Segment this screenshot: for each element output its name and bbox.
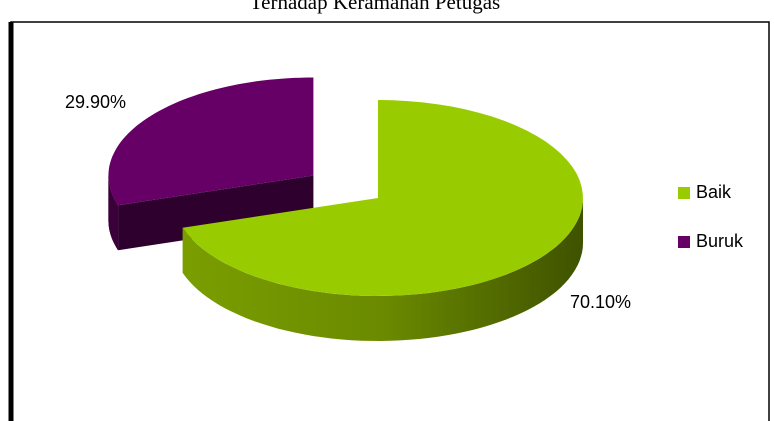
legend-swatch — [678, 187, 690, 199]
data-label: 29.90% — [65, 92, 126, 112]
legend-label: Buruk — [696, 231, 744, 251]
pie-slice-side — [182, 198, 583, 341]
pie-slice-top — [108, 77, 314, 206]
pie-slice-face — [118, 175, 314, 251]
pie-slice-side — [108, 175, 119, 251]
data-label: 70.10% — [570, 292, 631, 312]
pie-slice — [182, 100, 583, 341]
chart-title: Terhadap Keramahan Petugas — [250, 0, 500, 14]
pie-slice-top — [182, 100, 583, 296]
legend-swatch — [678, 236, 690, 248]
legend-label: Baik — [696, 182, 732, 202]
pie-slice — [108, 77, 314, 251]
